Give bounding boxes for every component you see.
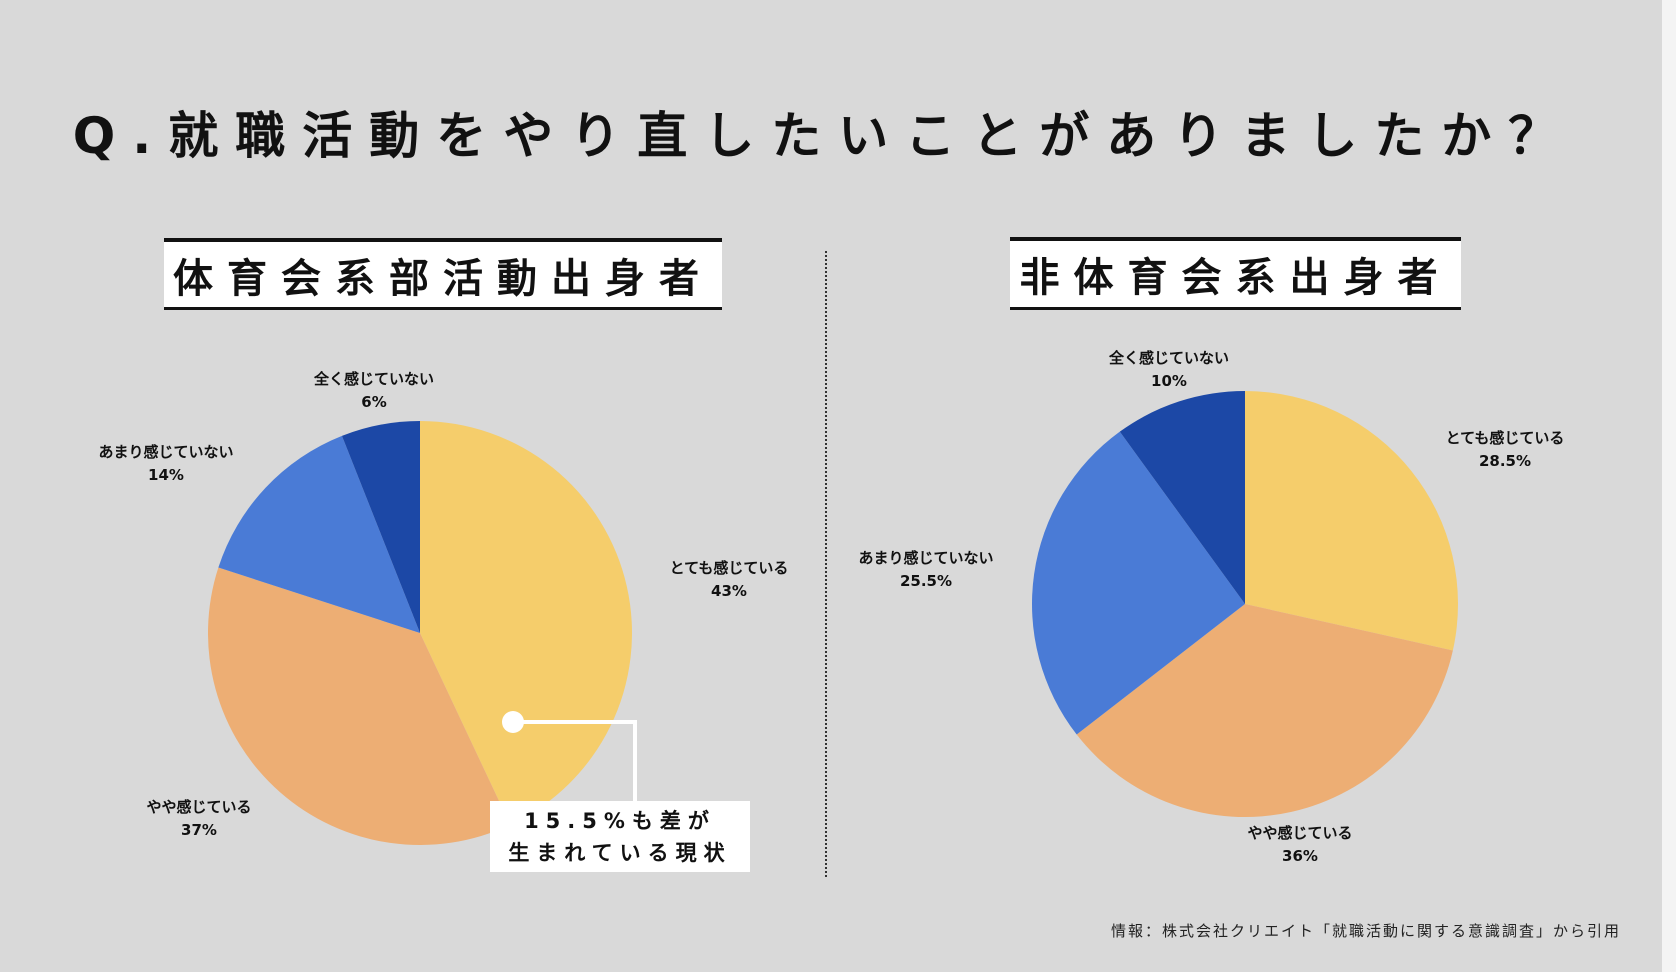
label-left-very: とても感じている 43% [669, 559, 789, 600]
group-title-non-athletic: 非体育会系出身者 [1010, 237, 1461, 310]
pie-slice-left-1 [208, 567, 511, 845]
callout-line-2: 生まれている現状 [508, 841, 732, 865]
question-title: Q.就職活動をやり直したいことがありましたか？ [72, 107, 1576, 165]
callout-connector [513, 720, 637, 802]
callout-line-1: 15.5%も差が [524, 809, 716, 833]
pie-slice-left-2 [218, 435, 420, 633]
difference-callout: 15.5%も差が 生まれている現状 [490, 801, 750, 872]
pie-slice-right-2 [1032, 431, 1245, 735]
label-right-very: とても感じている 28.5% [1445, 429, 1565, 470]
pie-slice-right-3 [1119, 391, 1245, 604]
label-left-somewhat: やや感じている 37% [146, 798, 252, 839]
label-right-not-at-all: 全く感じていない 10% [1108, 349, 1230, 390]
label-left-not-much: あまり感じていない 14% [98, 443, 234, 484]
label-right-not-much: あまり感じていない 25.5% [858, 549, 994, 590]
pie-slice-right-0 [1245, 391, 1458, 651]
callout-dot [502, 711, 524, 733]
label-left-not-at-all: 全く感じていない 6% [313, 370, 435, 411]
divider [825, 251, 827, 877]
source-note: 情報：株式会社クリエイト「就職活動に関する意識調査」から引用 [1110, 922, 1621, 940]
group-title-athletic: 体育会系部活動出身者 [164, 238, 722, 310]
pie-slice-right-1 [1076, 604, 1453, 817]
pie-slice-left-3 [341, 421, 420, 633]
label-right-somewhat: やや感じている 36% [1247, 824, 1353, 865]
right-edge [1662, 0, 1676, 972]
